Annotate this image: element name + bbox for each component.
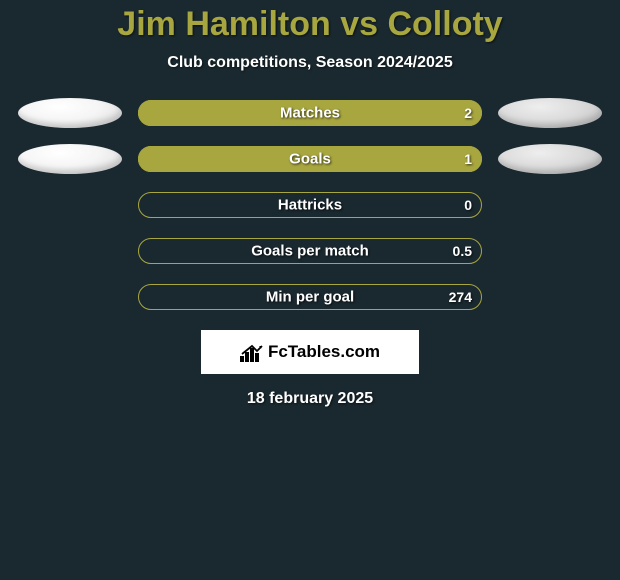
page-subtitle: Club competitions, Season 2024/2025 [0, 54, 620, 72]
player-right-avatar-slot [493, 144, 607, 174]
stat-row: Matches 2 [0, 100, 620, 126]
stat-value-right: 0 [464, 197, 472, 213]
stats-container: Matches 2 Goals 1 Hattricks 0 Goals per match 0… [0, 100, 620, 310]
logo-box[interactable]: FcTables.com [201, 330, 419, 374]
stat-bar: Matches 2 [138, 100, 482, 126]
player-left-avatar-slot [13, 144, 127, 174]
stat-bar: Goals per match 0.5 [138, 238, 482, 264]
stat-value-right: 0.5 [453, 243, 472, 259]
stat-label: Goals per match [251, 243, 369, 260]
comparison-widget: Jim Hamilton vs Colloty Club competition… [0, 0, 620, 580]
stat-label: Matches [280, 105, 340, 122]
stat-row: Goals per match 0.5 [0, 238, 620, 264]
player-right-avatar-slot [493, 98, 607, 128]
stat-value-right: 274 [449, 289, 472, 305]
player-left-avatar-slot [13, 98, 127, 128]
avatar-placeholder-icon [498, 98, 602, 128]
fctables-logo-icon [240, 342, 264, 362]
stat-bar: Hattricks 0 [138, 192, 482, 218]
stat-bar: Min per goal 274 [138, 284, 482, 310]
logo-text: FcTables.com [268, 342, 380, 362]
avatar-placeholder-icon [18, 144, 122, 174]
stat-row: Min per goal 274 [0, 284, 620, 310]
stat-value-right: 2 [464, 105, 472, 121]
page-title: Jim Hamilton vs Colloty [0, 5, 620, 44]
date-label: 18 february 2025 [0, 390, 620, 408]
stat-label: Hattricks [278, 197, 342, 214]
stat-value-right: 1 [464, 151, 472, 167]
avatar-placeholder-icon [18, 98, 122, 128]
stat-bar: Goals 1 [138, 146, 482, 172]
stat-label: Min per goal [266, 289, 354, 306]
stat-row: Hattricks 0 [0, 192, 620, 218]
stat-row: Goals 1 [0, 146, 620, 172]
stat-label: Goals [289, 151, 331, 168]
avatar-placeholder-icon [498, 144, 602, 174]
